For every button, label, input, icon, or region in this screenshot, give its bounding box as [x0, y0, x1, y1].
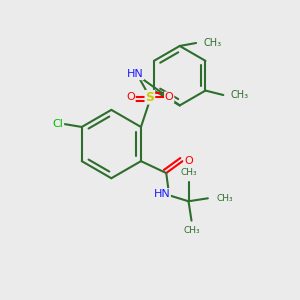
Text: O: O [165, 92, 174, 102]
Text: CH₃: CH₃ [180, 168, 197, 177]
Text: Cl: Cl [52, 119, 63, 129]
Text: CH₃: CH₃ [216, 194, 233, 203]
Text: O: O [184, 156, 193, 166]
Text: CH₃: CH₃ [183, 226, 200, 235]
Text: HN: HN [127, 69, 143, 80]
Text: CH₃: CH₃ [231, 90, 249, 100]
Text: CH₃: CH₃ [203, 38, 222, 48]
Text: O: O [126, 92, 135, 102]
Text: HN: HN [153, 189, 170, 199]
Text: S: S [146, 91, 154, 104]
